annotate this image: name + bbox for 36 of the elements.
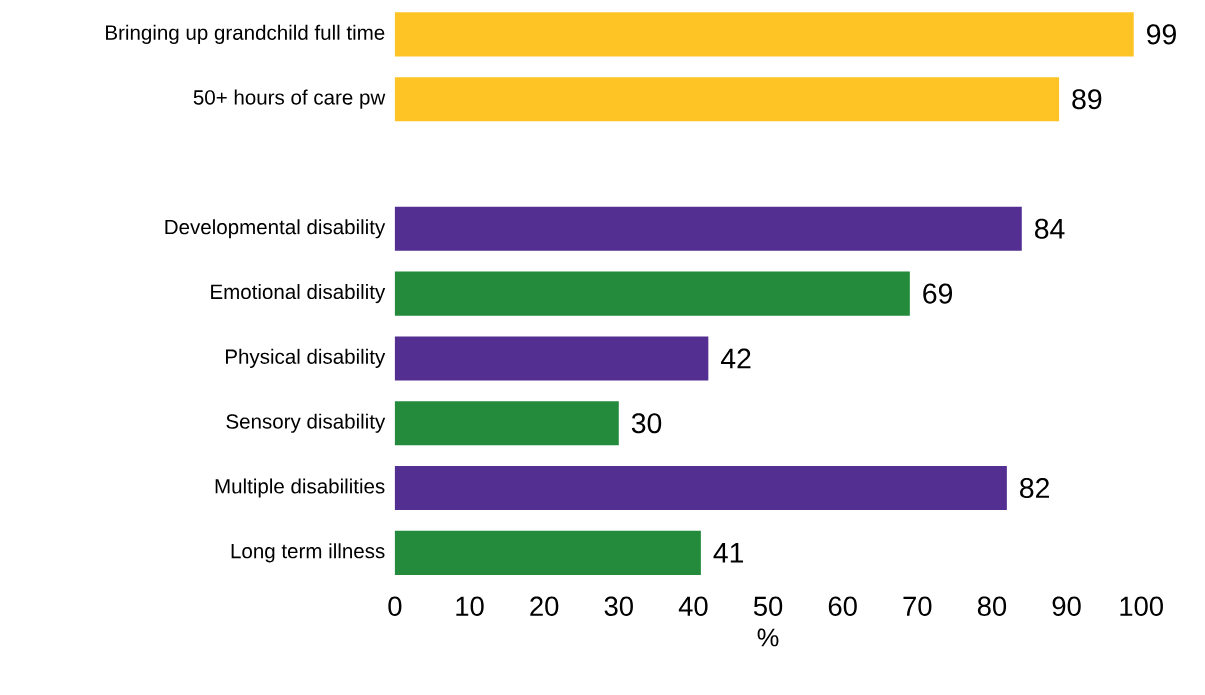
y-tick-label: Bringing up grandchild full time [106, 24, 385, 44]
x-axis-title: % [757, 628, 779, 647]
x-tick-label: 60 [828, 596, 857, 616]
data-label: 42 [720, 348, 751, 369]
x-tick-label: 0 [388, 596, 402, 616]
y-tick-label: Emotional disability [211, 283, 386, 304]
x-tick-label: 20 [530, 596, 559, 616]
bar [394, 77, 1060, 122]
data-label: 30 [631, 413, 662, 434]
x-tick-label: 50 [753, 596, 783, 616]
data-label: 82 [1020, 477, 1049, 498]
bar [394, 530, 701, 575]
x-tick-label: 40 [678, 596, 708, 616]
y-tick-label: Sensory disability [226, 413, 386, 433]
bar [394, 12, 1134, 57]
x-tick-label: 70 [903, 596, 932, 616]
data-label: 69 [923, 283, 953, 304]
y-tick-label: Developmental disability [165, 219, 386, 239]
bar [394, 271, 910, 316]
bar [394, 465, 1007, 510]
y-tick-label: Long term illness [231, 543, 385, 563]
x-tick-label: 30 [604, 596, 633, 616]
y-tick-label: 50+ hours of care pw [193, 89, 386, 109]
data-label: 41 [713, 542, 744, 563]
y-tick-label: Physical disability [225, 348, 386, 368]
bar [394, 336, 709, 381]
y-tick-label: Multiple disabilities [215, 478, 385, 498]
data-label: 84 [1034, 218, 1065, 239]
data-label: 89 [1072, 89, 1102, 110]
x-tick-label: 100 [1120, 596, 1163, 616]
bar [394, 206, 1022, 251]
x-tick-label: 90 [1052, 596, 1081, 616]
data-label: 99 [1147, 24, 1176, 45]
bar [394, 401, 619, 446]
x-tick-label: 10 [456, 596, 484, 616]
x-tick-label: 80 [977, 596, 1007, 616]
